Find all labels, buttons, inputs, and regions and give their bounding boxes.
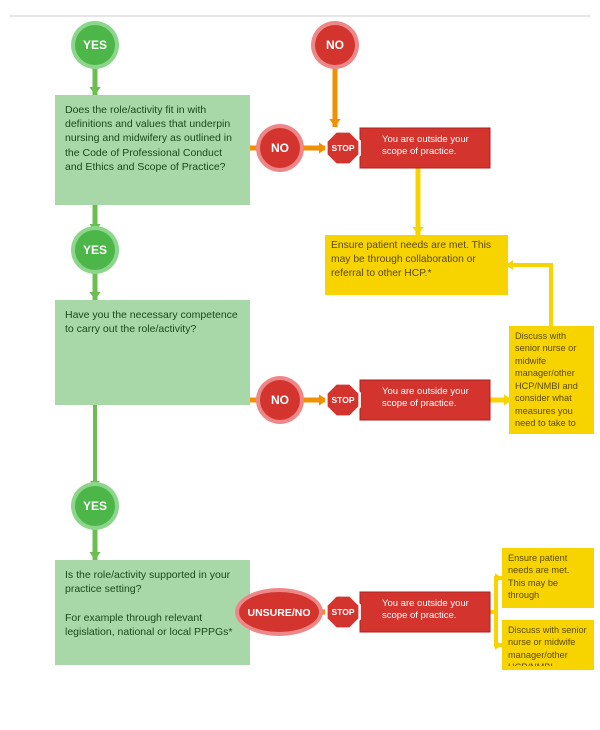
svg-text:STOP: STOP [332,395,355,405]
svg-text:NO: NO [326,38,344,52]
svg-text:NO: NO [271,141,289,155]
svg-text:YES: YES [83,499,107,513]
svg-text:STOP: STOP [332,607,355,617]
flowchart-canvas: Does the role/activity fit in with defin… [0,0,600,730]
svg-text:STOP: STOP [332,143,355,153]
svg-text:YES: YES [83,38,107,52]
svg-text:YES: YES [83,243,107,257]
svg-text:UNSURE/NO: UNSURE/NO [247,607,310,619]
svg-text:NO: NO [271,393,289,407]
